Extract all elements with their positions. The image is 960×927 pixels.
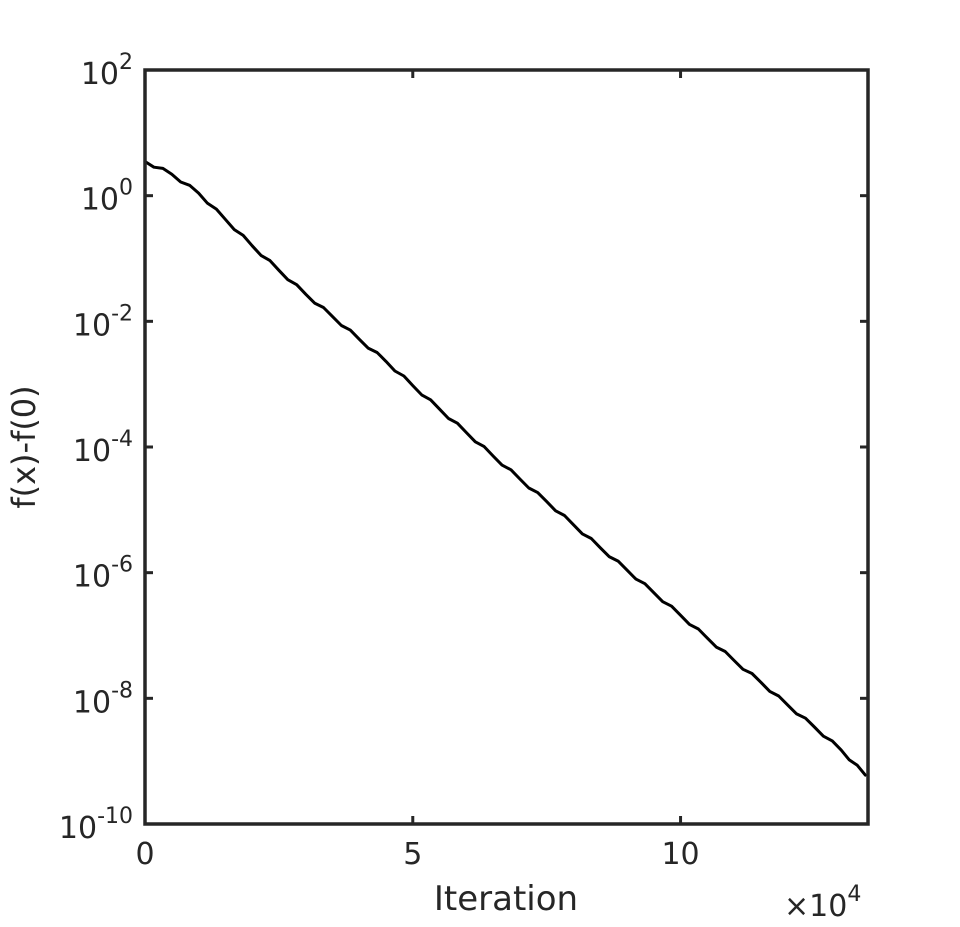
x-tick-label-1: 5 <box>403 837 422 872</box>
x-axis-multiplier: ×104 <box>784 882 861 924</box>
y-tick-label-2: 10-2 <box>73 301 133 343</box>
y-tick-label-4: 10-6 <box>73 553 133 595</box>
y-tick-labels: 102 100 10-2 10-4 10-6 10-8 10-10 <box>59 50 133 846</box>
y-tick-label-1: 100 <box>81 176 133 218</box>
series-layer <box>143 160 867 777</box>
y-tick-label-3: 10-4 <box>73 427 133 469</box>
x-tick-label-2: 10 <box>661 837 699 872</box>
y-axis-label: f(x)-f(0) <box>5 385 43 508</box>
x-tick-labels: 0 5 10 <box>135 837 699 872</box>
y-tick-label-5: 10-8 <box>73 678 133 720</box>
series-line-0 <box>143 160 867 777</box>
plot-area <box>145 70 868 824</box>
axes <box>143 68 870 826</box>
y-tick-label-6: 10-10 <box>59 804 133 846</box>
x-tick-label-0: 0 <box>135 837 154 872</box>
y-tick-label-0: 102 <box>81 50 133 92</box>
x-axis-label: Iteration <box>434 879 578 919</box>
